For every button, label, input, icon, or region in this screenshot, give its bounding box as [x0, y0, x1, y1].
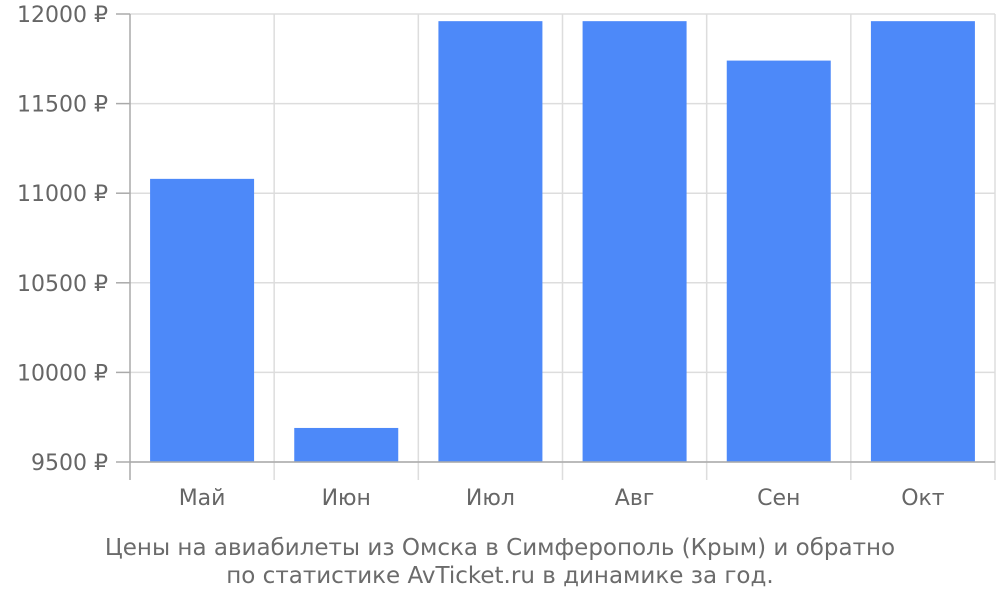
y-tick-label: 9500 ₽ [31, 451, 108, 476]
bar [870, 21, 975, 462]
caption-line-2: по статистике AvTicket.ru в динамике за … [226, 563, 774, 589]
bar [582, 21, 687, 462]
bar [150, 178, 255, 462]
x-tick-label: Май [179, 486, 226, 511]
y-tick-label: 11000 ₽ [17, 182, 108, 207]
bar [294, 427, 399, 462]
bar [726, 60, 831, 462]
bar [438, 21, 543, 462]
x-tick-label: Июн [322, 486, 371, 511]
x-tick-label: Июл [466, 486, 515, 511]
x-tick-label: Авг [615, 486, 655, 511]
tick-labels: 9500 ₽ 10000 ₽ 10500 ₽ 11000 ₽ 11500 ₽ 12000 … [17, 3, 945, 511]
caption-line-1: Цены на авиабилеты из Омска в Симферопол… [104, 535, 896, 561]
x-tick-label: Окт [901, 486, 945, 511]
y-tick-label: 11500 ₽ [17, 93, 108, 118]
y-tick-label: 10500 ₽ [17, 272, 108, 297]
gridlines [130, 13, 996, 480]
axes [116, 13, 995, 480]
y-tick-label: 12000 ₽ [17, 3, 108, 28]
y-tick-label: 10000 ₽ [17, 361, 108, 386]
bars [150, 21, 975, 462]
bar-chart-svg: 9500 ₽ 10000 ₽ 10500 ₽ 11000 ₽ 11500 ₽ 12000 … [17, 3, 996, 511]
x-tick-label: Сен [757, 486, 800, 511]
